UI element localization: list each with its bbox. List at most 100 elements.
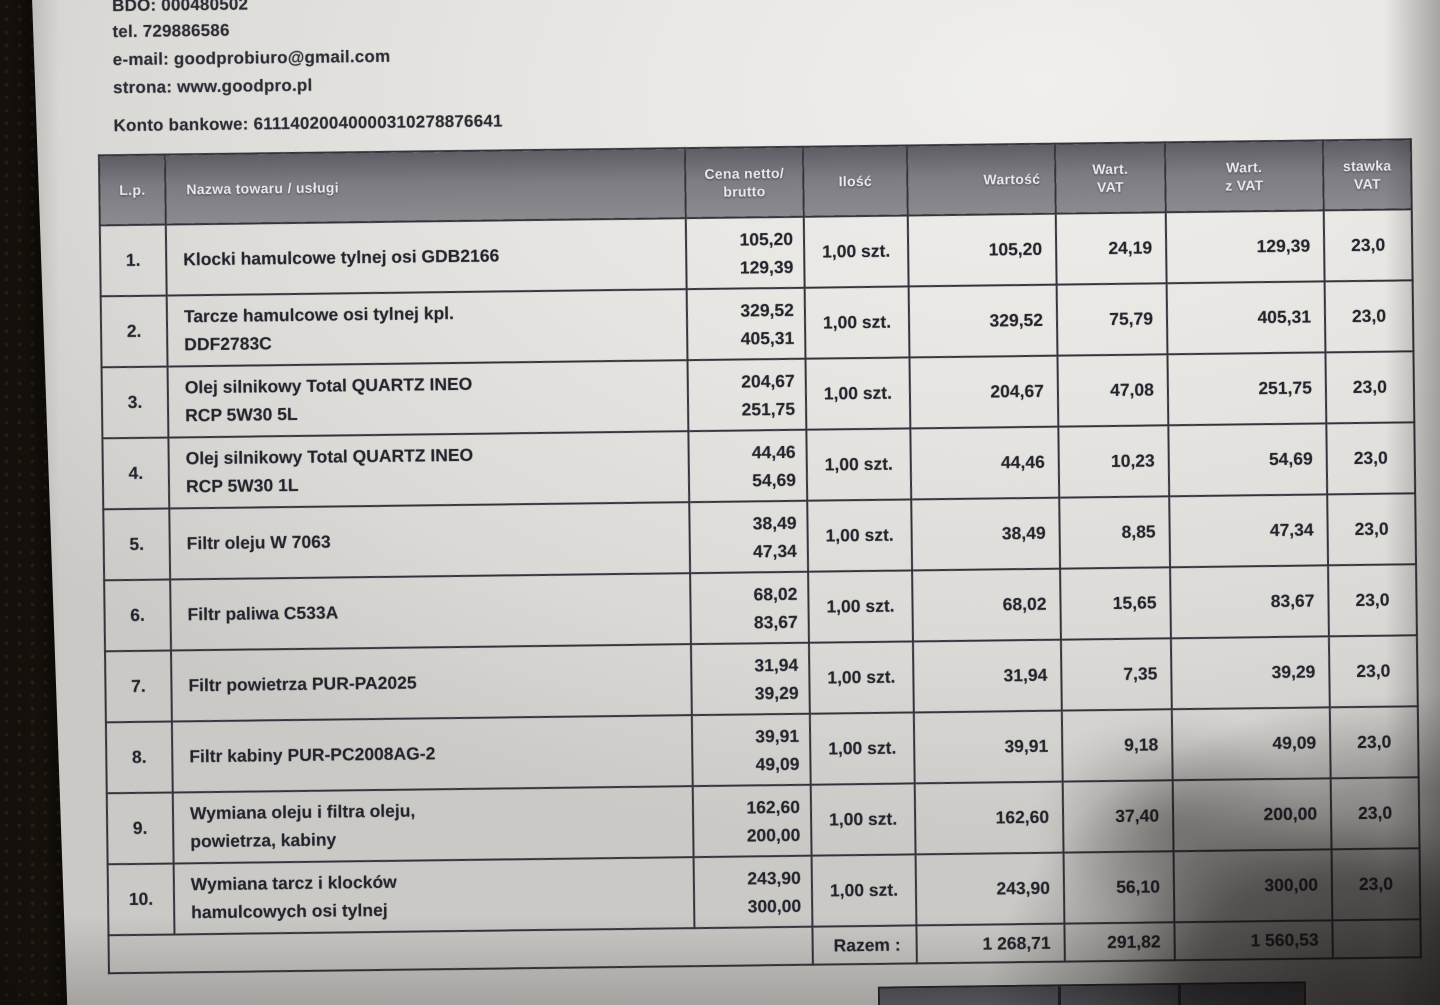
col-header-qty: Ilość (802, 145, 908, 217)
summary-vat-total: 291,82 (1064, 922, 1175, 962)
item-vat-value: 7,35 (1060, 638, 1172, 711)
item-vat-rate: 23,0 (1328, 564, 1417, 637)
next-section-header-partial (877, 981, 1307, 1005)
item-netto: 105,20 (739, 228, 794, 250)
col-header-name-label: Nazwa towaru / usługi (186, 179, 340, 198)
item-netto: 39,91 (755, 725, 800, 746)
item-quantity: 1,00 szt. (804, 286, 910, 359)
item-vat-value: 15,65 (1060, 567, 1171, 640)
item-name: Tarcze hamulcowe osi tylnej kpl. DDF2783… (166, 289, 688, 367)
item-gross-value: 39,29 (1170, 636, 1330, 710)
item-gross-value: 129,39 (1165, 210, 1325, 284)
item-brutto: 129,39 (739, 256, 794, 278)
invoice-items-table: L.p. Nazwa towaru / usługi Cena netto/ b… (98, 138, 1422, 974)
col-header-price: Cena netto/ brutto (684, 146, 804, 219)
item-net-value: 68,02 (912, 568, 1061, 642)
item-netto: 204,67 (741, 370, 795, 392)
item-vat-rate: 23,0 (1325, 351, 1415, 424)
item-quantity: 1,00 szt. (805, 357, 911, 430)
item-name: Klocki hamulcowe tylnej osi GDB2166 (165, 218, 687, 296)
item-netto-brutto: 162,60 200,00 (692, 784, 812, 858)
item-gross-value: 251,75 (1167, 352, 1327, 426)
item-vat-rate: 23,0 (1328, 635, 1418, 708)
item-vat-value: 37,40 (1062, 780, 1174, 853)
item-vat-rate: 23,0 (1323, 209, 1413, 282)
invoice-table-body: 1. Klocki hamulcowe tylnej osi GDB2166 1… (99, 209, 1421, 936)
item-vat-rate: 23,0 (1324, 280, 1414, 353)
item-net-value: 105,20 (907, 213, 1057, 287)
item-name: Wymiana tarcz i klocków hamulcowych osi … (173, 857, 695, 935)
seller-contact-block: BDO: 000480502 tel. 729886586 e-mail: go… (112, 0, 1440, 136)
item-number: 8. (105, 721, 173, 794)
summary-empty-cell (108, 926, 813, 974)
item-netto-brutto: 105,20 129,39 (685, 216, 805, 290)
item-quantity: 1,00 szt. (810, 783, 916, 856)
item-brutto: 251,75 (741, 398, 796, 420)
summary-gross-total: 1 560,53 (1174, 920, 1333, 961)
item-brutto: 300,00 (747, 895, 802, 916)
item-net-value: 39,91 (913, 710, 1063, 784)
item-vat-value: 8,85 (1059, 496, 1171, 569)
item-brutto: 54,69 (752, 469, 797, 490)
item-quantity: 1,00 szt. (808, 641, 914, 714)
item-net-value: 329,52 (908, 284, 1058, 358)
item-netto-brutto: 44,46 54,69 (688, 429, 808, 503)
item-net-value: 204,67 (909, 355, 1059, 429)
item-brutto: 49,09 (755, 753, 800, 774)
item-quantity: 1,00 szt. (809, 712, 915, 785)
item-vat-value: 10,23 (1058, 425, 1170, 498)
col-header-lp: L.p. (98, 154, 166, 226)
item-vat-rate: 23,0 (1326, 422, 1416, 495)
col-header-value: Wartość (906, 143, 1056, 216)
invoice-paper: BDO: 000480502 tel. 729886586 e-mail: go… (30, 0, 1440, 1005)
item-netto-brutto: 39,91 49,09 (691, 713, 811, 787)
col-header-vat: Wart. VAT (1054, 142, 1166, 214)
item-netto: 38,49 (752, 512, 797, 533)
item-number: 4. (102, 437, 170, 510)
item-name: Olej silnikowy Total QUARTZ INEO RCP 5W3… (168, 431, 690, 509)
item-number: 7. (105, 650, 172, 723)
item-vat-value: 56,10 (1063, 851, 1175, 924)
item-number: 1. (99, 224, 167, 297)
item-quantity: 1,00 szt. (808, 570, 913, 643)
item-netto: 243,90 (747, 867, 801, 888)
bank-account-line: Konto bankowe: 6111402004000031027887664… (113, 111, 503, 136)
item-gross-value: 200,00 (1172, 778, 1332, 852)
item-netto: 31,94 (754, 654, 799, 675)
item-brutto: 405,31 (740, 327, 795, 349)
item-name: Wymiana oleju i filtra oleju, powietrza,… (172, 786, 694, 864)
summary-rate-cell (1332, 919, 1421, 959)
item-quantity: 1,00 szt. (807, 499, 913, 572)
col-header-rate: stawka VAT (1322, 139, 1412, 211)
item-name: Olej silnikowy Total QUARTZ INEO RCP 5W3… (167, 360, 689, 438)
item-number: 3. (101, 366, 169, 439)
item-net-value: 31,94 (912, 639, 1062, 713)
col-header-gross: Wart. z VAT (1164, 140, 1324, 213)
item-gross-value: 47,34 (1169, 494, 1329, 568)
item-netto-brutto: 329,52 405,31 (686, 287, 806, 361)
item-name: Filtr kabiny PUR-PC2008AG-2 (171, 715, 693, 793)
item-net-value: 44,46 (910, 426, 1060, 500)
item-gross-value: 83,67 (1170, 565, 1329, 639)
item-quantity: 1,00 szt. (806, 428, 912, 501)
item-vat-rate: 23,0 (1327, 493, 1417, 566)
col-header-name: Nazwa towaru / usługi (164, 148, 686, 225)
item-vat-value: 47,08 (1057, 354, 1169, 427)
item-vat-rate: 23,0 (1330, 777, 1420, 850)
item-quantity: 1,00 szt. (803, 215, 909, 288)
item-vat-rate: 23,0 (1331, 848, 1421, 921)
item-netto-brutto: 204,67 251,75 (687, 358, 807, 432)
item-vat-value: 75,79 (1056, 283, 1168, 356)
item-netto: 68,02 (753, 583, 798, 604)
item-netto: 329,52 (740, 299, 795, 321)
summary-label: Razem : (812, 925, 917, 965)
item-net-value: 162,60 (914, 781, 1064, 855)
col-header-lp-label: L.p. (119, 181, 146, 199)
item-gross-value: 405,31 (1166, 281, 1326, 355)
item-vat-value: 24,19 (1055, 212, 1167, 285)
item-net-value: 243,90 (915, 852, 1065, 926)
item-brutto: 200,00 (746, 824, 801, 845)
item-number: 2. (100, 295, 168, 368)
item-net-value: 38,49 (911, 497, 1061, 571)
